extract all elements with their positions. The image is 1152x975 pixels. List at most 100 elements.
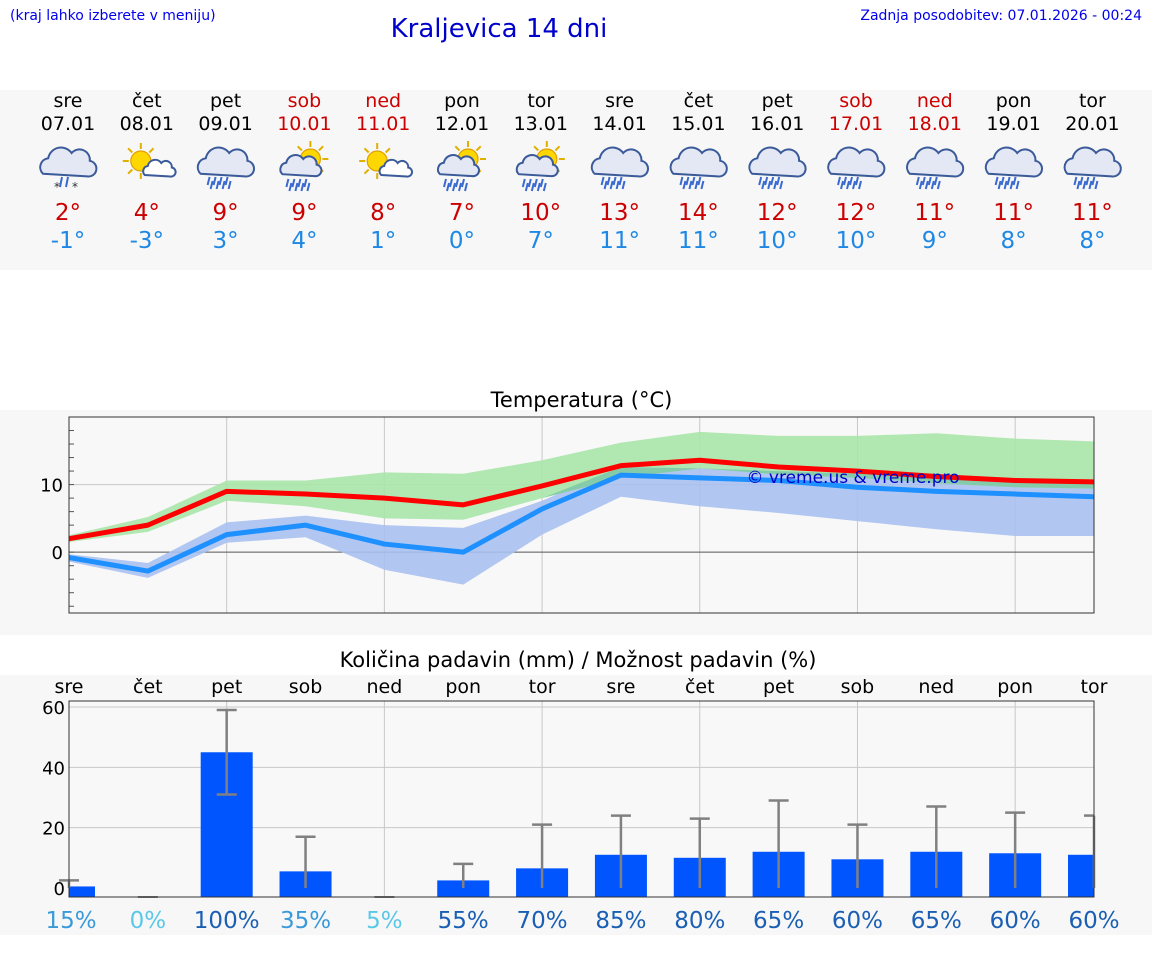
rain-drop (603, 180, 608, 190)
rain-drop (843, 176, 847, 186)
page-title: Kraljevica 14 dni (390, 14, 608, 44)
rain-drop (224, 176, 229, 186)
day-name: ned (917, 90, 953, 112)
rain-drop (618, 176, 623, 186)
precip-day-label: sob (289, 676, 323, 698)
sun-ray (296, 145, 303, 152)
rain-drop (521, 178, 526, 188)
precip-probability: 70% (517, 908, 568, 934)
cloud-snow-icon: * * (39, 146, 98, 194)
rain-drop (530, 182, 535, 192)
temp-min: -1° (51, 228, 85, 254)
day-date: 10.01 (277, 113, 331, 135)
temp-max: 2° (55, 200, 81, 226)
temp-min: 10° (757, 228, 798, 254)
rain-drop (694, 180, 699, 190)
cloud-rain-icon (827, 146, 886, 190)
temp-min: 11° (678, 228, 719, 254)
precip-ytick-label: 20 (42, 819, 65, 840)
precip-bar (1068, 854, 1094, 897)
precip-probability: 55% (438, 908, 489, 934)
temp-min: -3° (130, 228, 164, 254)
temp-min-range-band (69, 467, 1094, 585)
temp-max: 10° (520, 200, 561, 226)
rain-drop (303, 178, 308, 188)
cloud-shape (39, 146, 98, 178)
cloud-shape (906, 146, 965, 178)
rain-drop (1000, 176, 1005, 186)
precip-plot-frame (68, 700, 1095, 898)
rain-drop (215, 180, 220, 190)
rain-drop (1094, 180, 1099, 190)
precip-probability: 15% (45, 908, 96, 934)
temp-max: 9° (291, 200, 317, 226)
precip-probability: 80% (674, 908, 725, 934)
sun-cloud-rain-icon (437, 141, 486, 192)
cloud-rain-icon (984, 146, 1043, 190)
temp-max-line (68, 457, 1095, 542)
rain-drop (1091, 176, 1096, 186)
rain-drop (855, 176, 859, 186)
cloud-shape (279, 154, 323, 178)
precip-day-label: pet (211, 676, 242, 698)
precipitation-chart: Količina padavin (mm) / Možnost padavin … (42, 648, 1119, 934)
temp-min: 3° (213, 228, 239, 254)
cloud-shape (669, 146, 728, 178)
rain-drop (846, 180, 850, 190)
day-name: sob (288, 90, 322, 112)
day-date: 18.01 (908, 113, 962, 135)
precip-chart-title: Količina padavin (mm) / Možnost padavin … (340, 648, 817, 672)
temp-max: 11° (914, 200, 955, 226)
temp-min: 8° (1079, 228, 1105, 254)
day-name: pon (444, 90, 480, 112)
sun-ray (148, 147, 155, 154)
temp-max: 12° (757, 200, 798, 226)
snow-flake: * (72, 180, 78, 194)
rain-drop (1015, 180, 1020, 190)
day-name: sob (839, 90, 873, 112)
precip-probability: 100% (194, 908, 260, 934)
cloud-rain-icon (748, 146, 807, 190)
rain-drop (443, 178, 447, 188)
rain-drop (921, 176, 926, 186)
sun-cloud-rain-icon (515, 141, 565, 192)
precip-day-label: ned (366, 676, 402, 698)
rain-drop (779, 180, 784, 190)
precip-probability: 65% (911, 908, 962, 934)
precip-ytick-label: 60 (42, 698, 65, 719)
rain-drop (776, 176, 781, 186)
precip-day-label: pon (445, 676, 481, 698)
rain-drop (915, 176, 920, 186)
precip-bar (69, 886, 95, 897)
rain-drop (212, 176, 217, 186)
rain-drop (773, 180, 778, 190)
day-date: 16.01 (750, 113, 804, 135)
cloud-shape (984, 146, 1043, 178)
rain-drop (218, 176, 223, 186)
day-date: 07.01 (41, 113, 95, 135)
temp-min: 8° (1001, 228, 1027, 254)
sun-cloud-icon (359, 143, 413, 179)
rain-drop (930, 180, 935, 190)
cloud-shape (378, 158, 413, 178)
rain-drop (837, 176, 841, 186)
sun-ray (318, 145, 324, 152)
rain-drop (700, 180, 705, 190)
rain-drop (849, 176, 853, 186)
precip-probability: 5% (366, 908, 403, 934)
last-update: Zadnja posodobitev: 07.01.2026 - 00:24 (860, 8, 1142, 24)
cloud-shape (515, 154, 559, 178)
precip-probability: 60% (990, 908, 1041, 934)
rain-drop (609, 180, 614, 190)
precip-probability: 0% (130, 908, 167, 934)
rain-drop (858, 180, 862, 190)
day-date: 14.01 (592, 113, 646, 135)
rain-drop (1082, 180, 1087, 190)
day-date: 08.01 (120, 113, 174, 135)
